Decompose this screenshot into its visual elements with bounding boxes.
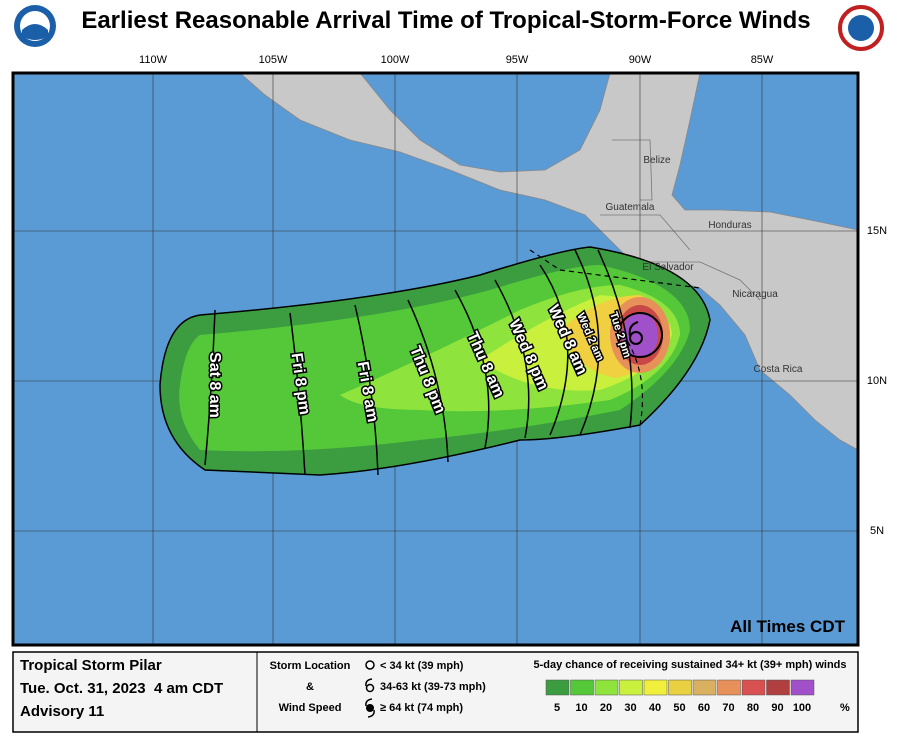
scale-swatch <box>741 679 766 696</box>
scale-label: 70 <box>722 702 734 714</box>
scale-title: 5-day chance of receiving sustained 34+ … <box>534 659 847 671</box>
borders <box>600 139 761 301</box>
symbol-ts <box>365 678 375 693</box>
scale-label: 90 <box>771 702 783 714</box>
amp: & <box>306 681 314 693</box>
time-lines <box>204 249 633 476</box>
scale-label: 5 <box>554 702 560 714</box>
country-label: Costa Rica <box>754 364 803 375</box>
scale-unit: % <box>840 702 850 714</box>
scale-label: 50 <box>673 702 685 714</box>
advisory: Advisory 11 <box>20 703 104 720</box>
lon-label: 95W <box>506 54 529 66</box>
time-label: Sat 8 am <box>206 352 223 418</box>
lat-label: 5N <box>870 525 884 537</box>
lon-label: 90W <box>629 54 652 66</box>
country-label: El Salvador <box>642 262 694 273</box>
date: Tue. Oct. 31, 2023 4 am CDT <box>20 680 223 697</box>
scale-label: 20 <box>600 702 612 714</box>
symbol-label: ≥ 64 kt (74 mph) <box>380 702 463 714</box>
scale-label: 60 <box>698 702 710 714</box>
map-frame <box>11 71 860 647</box>
scale-label: 30 <box>624 702 636 714</box>
scale-label: 40 <box>649 702 661 714</box>
country-label: Guatemala <box>606 202 655 213</box>
band <box>622 312 658 358</box>
country-label: Belize <box>643 155 671 166</box>
time-note: All Times CDT <box>730 617 846 636</box>
map: Sat 8 am Fri 8 pm Fri 8 am Thu 8 pm Thu 8 am… <box>13 73 858 645</box>
scale-label: 80 <box>747 702 759 714</box>
speed-title: Wind Speed <box>279 702 342 714</box>
scale-swatch <box>692 679 717 696</box>
scale-label: 10 <box>575 702 587 714</box>
scale-label: 100 <box>793 702 811 714</box>
symbol-hu <box>365 698 375 718</box>
scale-swatch <box>717 679 741 696</box>
land <box>239 73 858 451</box>
noaa-logo <box>14 5 56 47</box>
symbol-weak <box>365 660 375 670</box>
scale-swatch <box>766 679 790 696</box>
scale-swatch <box>545 679 570 696</box>
dashed-line <box>529 249 701 426</box>
location-title: Storm Location <box>270 660 351 672</box>
scale-swatch <box>790 679 815 696</box>
lon-label: 110W <box>139 54 168 66</box>
lat-label: 15N <box>867 225 887 237</box>
legend <box>12 651 859 733</box>
scale-swatch <box>594 679 619 696</box>
radius <box>617 312 663 358</box>
storm-name: Tropical Storm Pilar <box>20 657 162 674</box>
country-label: Honduras <box>708 220 751 231</box>
title: Earliest Reasonable Arrival Time of Trop… <box>81 7 810 34</box>
scale-swatch <box>619 679 643 696</box>
scale-swatch <box>570 679 594 696</box>
symbol-label: 34-63 kt (39-73 mph) <box>380 681 486 693</box>
scale-swatch <box>668 679 692 696</box>
nws-logo <box>838 5 884 51</box>
symbol-label: < 34 kt (39 mph) <box>380 660 464 672</box>
lat-label: 10N <box>867 375 887 387</box>
scale-swatch <box>643 679 668 696</box>
country-label: Nicaragua <box>732 289 778 300</box>
lon-label: 105W <box>259 54 288 66</box>
storm-symbol <box>628 321 643 345</box>
lon-label: 85W <box>751 54 774 66</box>
lon-label: 100W <box>381 54 410 66</box>
